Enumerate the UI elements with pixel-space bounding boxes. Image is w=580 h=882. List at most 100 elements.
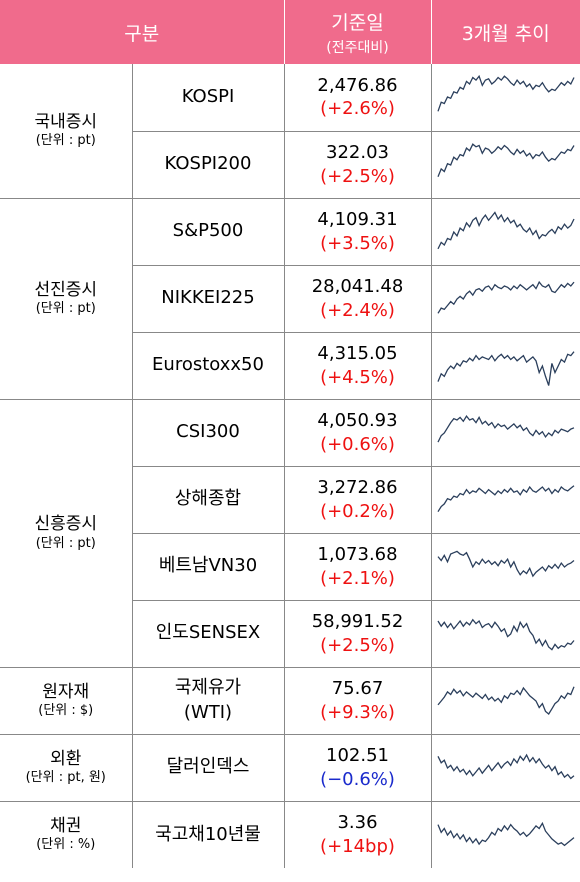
weekly-change: (+0.2%) (320, 500, 395, 522)
weekly-change: (−0.6%) (320, 768, 395, 790)
trend-cell (431, 466, 580, 534)
sparkline-path (437, 350, 575, 386)
group-unit: (단위 : pt, 원) (25, 770, 106, 785)
sparkline-chart (437, 685, 575, 715)
header-trend: 3개월 추이 (431, 0, 580, 64)
index-name: KOSPI (131, 64, 285, 132)
sparkline-chart (437, 550, 575, 577)
trend-cell (431, 332, 580, 400)
group-label: 국내증시 (34, 112, 98, 132)
group-cell: 채권 (단위 : %) (0, 801, 132, 868)
index-value: 28,041.48 (311, 276, 404, 298)
index-value: 75.67 (331, 678, 384, 700)
index-value-cell: 58,991.52 (+2.5%) (284, 600, 432, 668)
index-value-cell: 322.03 (+2.5%) (284, 131, 432, 199)
table-row: 선진증시 (단위 : pt) S&P500 4,109.31 (+3.5%) (0, 198, 580, 400)
index-name: 달러인덱스 (131, 734, 285, 802)
table-row: 국내증시 (단위 : pt) KOSPI 2,476.86 (+2.6%) (0, 64, 580, 199)
sparkline-path (437, 484, 575, 512)
index-value-cell: 4,315.05 (+4.5%) (284, 332, 432, 400)
trend-cell (431, 801, 580, 868)
sparkline-path (437, 75, 575, 112)
index-name: 국제유가 (WTI) (131, 667, 285, 735)
weekly-change: (+2.4%) (320, 299, 395, 321)
index-value-cell: 3,272.86 (+0.2%) (284, 466, 432, 534)
sparkline-chart (437, 414, 574, 442)
trend-cell (431, 198, 580, 266)
index-value: 4,050.93 (317, 410, 398, 432)
sparkline-path (437, 142, 575, 177)
group-cell: 선진증시 (단위 : pt) (0, 198, 132, 400)
index-name: Eurostoxx50 (131, 332, 285, 400)
table-row: KOSPI200 322.03 (+2.5%) (0, 131, 580, 199)
group-label: 원자재 (42, 681, 90, 702)
index-value: 4,109.31 (317, 209, 398, 231)
index-value: 1,073.68 (317, 544, 398, 566)
header-row: 구분 기준일 (전주대비) 3개월 추이 (0, 0, 580, 64)
sparkline-chart (437, 821, 575, 846)
weekly-change: (+3.5%) (320, 232, 395, 254)
sparkline-chart (437, 350, 575, 386)
group-cell: 신흥증시 (단위 : pt) (0, 399, 132, 668)
index-name: 상해종합 (131, 466, 285, 534)
table-row: Eurostoxx50 4,315.05 (+4.5%) (0, 332, 580, 400)
trend-cell (431, 600, 580, 668)
table-row: 인도SENSEX 58,991.52 (+2.5%) (0, 600, 580, 668)
trend-cell (431, 734, 580, 802)
header-base-date-sub: (전주대비) (326, 39, 389, 56)
group-unit: (단위 : pt) (35, 133, 96, 149)
index-value-cell: 3.36 (+14bp) (284, 801, 432, 868)
trend-cell (431, 667, 580, 735)
group-label: 선진증시 (34, 279, 98, 300)
table-row: 채권 (단위 : %) 국고채10년물 3.36 (+14bp) (0, 801, 580, 868)
trend-cell (431, 399, 580, 467)
group-unit: (단위 : pt) (35, 301, 96, 316)
index-name: 국고채10년물 (131, 801, 285, 868)
header-base-date: 기준일 (전주대비) (284, 0, 432, 64)
sparkline-path (437, 414, 574, 442)
weekly-change: (+2.5%) (320, 634, 395, 656)
index-value-cell: 28,041.48 (+2.4%) (284, 265, 432, 333)
table-row: 원자재 (단위 : $) 국제유가 (WTI) 75.67 (+9.3%) (0, 667, 580, 735)
index-name: 인도SENSEX (131, 600, 285, 668)
group-cell: 국내증시 (단위 : pt) (0, 64, 132, 199)
index-value-cell: 4,050.93 (+0.6%) (284, 399, 432, 467)
trend-cell (431, 131, 580, 199)
weekly-change: (+9.3%) (320, 701, 395, 723)
table-row: 외환 (단위 : pt, 원) 달러인덱스 102.51 (−0.6%) (0, 734, 580, 802)
sparkline-path (437, 280, 575, 314)
trend-cell (431, 265, 580, 333)
sparkline-path (437, 685, 575, 715)
sparkline-path (437, 618, 575, 651)
sparkline-chart (437, 618, 575, 651)
table-body: 국내증시 (단위 : pt) KOSPI 2,476.86 (+2.6%) KOSPI20… (0, 64, 580, 868)
sparkline-chart (437, 75, 575, 112)
group-cell: 외환 (단위 : pt, 원) (0, 734, 132, 802)
sparkline-chart (437, 280, 575, 314)
group-unit: (단위 : %) (36, 837, 96, 853)
table-row: 상해종합 3,272.86 (+0.2%) (0, 466, 580, 534)
sparkline-path (437, 550, 575, 577)
index-value-cell: 75.67 (+9.3%) (284, 667, 432, 735)
sparkline-path (437, 821, 575, 846)
index-name: 베트남VN30 (131, 533, 285, 601)
sparkline-path (437, 210, 575, 249)
weekly-change: (+2.6%) (320, 98, 395, 120)
trend-cell (431, 64, 580, 132)
header-category: 구분 (0, 0, 285, 64)
index-name: CSI300 (131, 399, 285, 467)
group-unit: (단위 : pt) (35, 535, 96, 551)
header-base-date-label: 기준일 (331, 11, 384, 34)
index-name: KOSPI200 (131, 131, 285, 199)
sparkline-chart (437, 142, 575, 177)
weekly-change: (+4.5%) (320, 366, 395, 388)
weekly-change: (+2.5%) (320, 165, 395, 187)
index-value: 102.51 (326, 745, 389, 767)
sparkline-chart (437, 210, 575, 249)
table-row: NIKKEI225 28,041.48 (+2.4%) (0, 265, 580, 333)
index-value: 3.36 (337, 812, 378, 834)
index-value: 322.03 (326, 142, 389, 164)
sparkline-chart (437, 484, 575, 512)
index-value-cell: 102.51 (−0.6%) (284, 734, 432, 802)
